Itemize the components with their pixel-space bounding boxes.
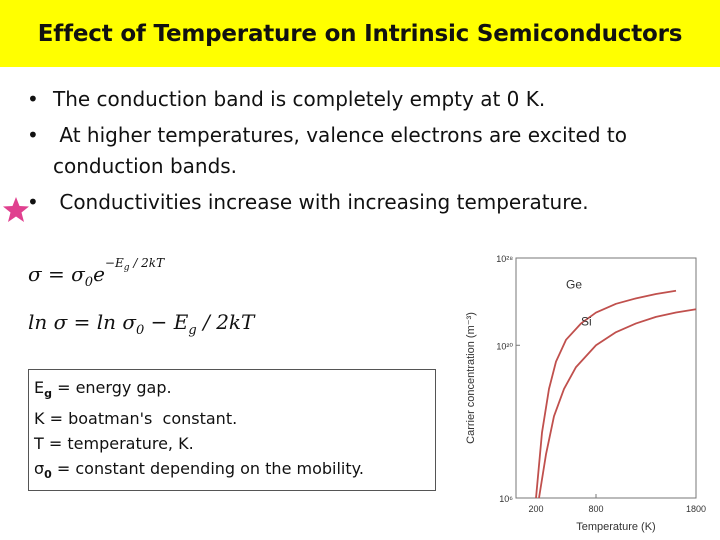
definition-text: = constant depending on the mobility.: [51, 459, 364, 479]
y-tick-label: 10²⁸: [496, 254, 513, 264]
formula-exponent: −Eg / 2kT: [104, 256, 165, 274]
formula-term: − E: [144, 310, 189, 334]
definition-text: = boatman's constant.: [44, 409, 238, 429]
exponent-term: −E: [104, 256, 124, 271]
slide-title: Effect of Temperature on Intrinsic Semic…: [37, 20, 683, 47]
definition-symbol: T: [34, 434, 44, 454]
series-line-ge: [535, 289, 677, 499]
definition-row: K = boatman's constant.: [34, 406, 430, 431]
bullet-marker: •: [27, 190, 39, 214]
star-shape: [3, 197, 29, 222]
bullet-list: • The conduction band is completely empt…: [27, 84, 707, 223]
bullet-item: • Conductivities increase with increasin…: [27, 187, 707, 218]
star-icon: [3, 197, 29, 222]
plot-area: [515, 257, 697, 499]
series-line-si: [538, 308, 697, 499]
y-tick-label: 10²⁰: [496, 341, 513, 351]
formula-lhs: ln σ = ln σ: [28, 310, 137, 334]
formula-tail: / 2kT: [196, 310, 255, 334]
conductivity-formula: σ = σ0e−Eg / 2kT: [28, 256, 164, 290]
bullet-text: At higher temperatures, valence electron…: [53, 123, 634, 178]
exponent-subscript: g: [123, 263, 130, 274]
x-tick-label: 200: [528, 504, 543, 514]
y-tick-label: 10⁶: [499, 494, 513, 504]
definition-row: Eg = energy gap.: [34, 375, 430, 406]
bullet-marker: •: [27, 123, 39, 147]
formula-lhs: σ = σ: [28, 262, 85, 286]
title-bar: Effect of Temperature on Intrinsic Semic…: [0, 0, 720, 67]
y-axis-label: Carrier concentration (m⁻³): [465, 312, 477, 444]
definition-subscript: 0: [44, 468, 52, 482]
definition-symbol: K: [34, 409, 45, 429]
x-tick-label: 800: [588, 504, 603, 514]
x-tick-label: 1800: [686, 504, 706, 514]
bullet-text: Conductivities increase with increasing …: [53, 190, 589, 214]
series-label-ge: Ge: [566, 278, 582, 292]
carrier-concentration-chart: 10²⁸ 10²⁰ 10⁶ 200 800 1800 Temperature (K) Carr…: [465, 254, 706, 533]
log-conductivity-formula: ln σ = ln σ0 − Eg / 2kT: [28, 310, 255, 338]
definition-row: σ0 = constant depending on the mobility.: [34, 456, 430, 487]
exponent-tail: / 2kT: [129, 256, 165, 271]
definition-symbol: E: [34, 378, 45, 397]
series-label-si: Si: [581, 315, 592, 329]
bullet-item: • At higher temperatures, valence electr…: [27, 120, 707, 182]
definition-symbol: σ: [34, 459, 45, 479]
definitions-box: Eg = energy gap. K = boatman's constant.…: [28, 369, 436, 491]
bullet-marker: •: [27, 87, 39, 111]
definition-text: = temperature, K.: [43, 434, 194, 454]
definition-text: = energy gap.: [51, 378, 172, 397]
formula-subscript: g: [188, 323, 197, 338]
bullet-item: • The conduction band is completely empt…: [27, 84, 707, 115]
definition-subscript: g: [44, 387, 52, 401]
bullet-text: The conduction band is completely empty …: [53, 87, 546, 111]
definition-row: T = temperature, K.: [34, 431, 430, 456]
x-axis-label: Temperature (K): [576, 521, 655, 533]
formula-subscript: 0: [84, 275, 94, 290]
formula-subscript: 0: [136, 323, 145, 338]
formula-base: e: [93, 262, 105, 286]
